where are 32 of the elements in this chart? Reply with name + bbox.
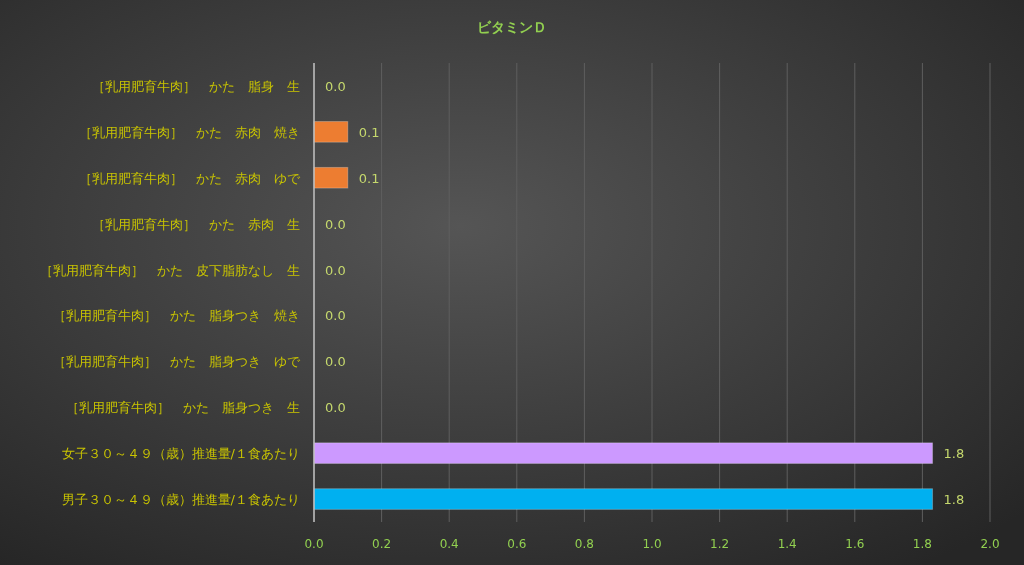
x-tick-label: 1.6: [845, 537, 865, 551]
data-label: 0.1: [358, 124, 380, 140]
x-tick-label: 1.2: [710, 537, 730, 551]
y-tick-label: ［乳用肥育牛肉］ かた 脂身つき ゆで: [53, 354, 301, 370]
y-tick-label: ［乳用肥育牛肉］ かた 赤肉 生: [92, 216, 300, 232]
y-tick-label: ［乳用肥育牛肉］ かた 脂身つき 生: [66, 400, 300, 416]
x-tick-label: 2.0: [980, 537, 1000, 551]
chart-title: ビタミンＤ: [477, 19, 547, 35]
x-tick-label: 1.4: [777, 537, 797, 551]
data-label: 1.8: [943, 492, 965, 508]
data-label: 0.0: [325, 354, 346, 370]
y-tick-label: ［乳用肥育牛肉］ かた 皮下脂肪なし 生: [40, 262, 300, 278]
y-tick-label: ［乳用肥育牛肉］ かた 赤肉 焼き: [79, 124, 300, 140]
data-label: 0.0: [325, 308, 346, 324]
x-tick-label: 0.4: [439, 537, 459, 551]
x-tick-label: 0.8: [574, 537, 594, 551]
data-label: 0.0: [325, 78, 346, 94]
x-tick-label: 1.0: [642, 537, 662, 551]
y-tick-label: ［乳用肥育牛肉］ かた 脂身つき 焼き: [53, 308, 300, 324]
data-label: 0.0: [325, 262, 346, 278]
y-tick-label: ［乳用肥育牛肉］ かた 脂身 生: [92, 78, 300, 94]
x-tick-label: 0.6: [507, 537, 527, 551]
data-label: 0.1: [358, 170, 380, 186]
x-tick-label: 1.8: [912, 537, 932, 551]
y-tick-label: ［乳用肥育牛肉］ かた 赤肉 ゆで: [79, 170, 301, 186]
data-label: 1.8: [943, 446, 965, 462]
x-tick-label: 0.2: [372, 537, 392, 551]
x-tick-label: 0.0: [304, 537, 324, 551]
data-label: 0.0: [325, 216, 346, 232]
y-tick-label: 女子３０～４９（歳）推進量/１食あたり: [61, 446, 300, 462]
data-label: 0.0: [325, 400, 346, 416]
y-tick-label: 男子３０～４９（歳）推進量/１食あたり: [61, 492, 300, 508]
